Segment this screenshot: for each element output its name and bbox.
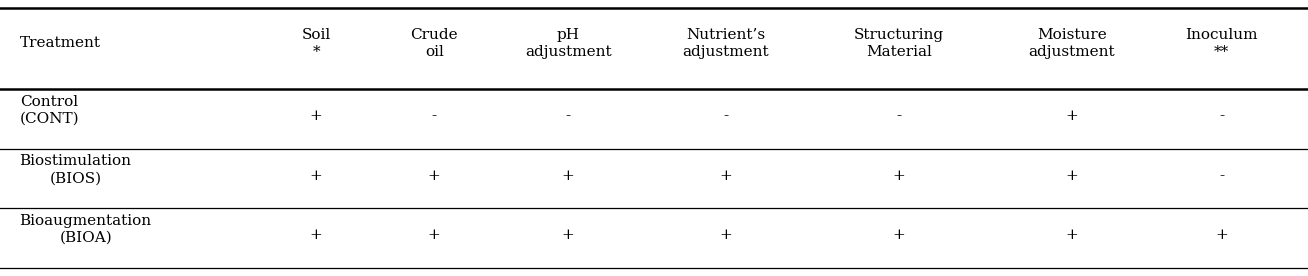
Text: +: +: [1215, 228, 1228, 242]
Text: Structuring
Material: Structuring Material: [854, 28, 944, 59]
Text: +: +: [719, 169, 732, 183]
Text: +: +: [561, 169, 574, 183]
Text: Moisture
adjustment: Moisture adjustment: [1028, 28, 1116, 59]
Text: pH
adjustment: pH adjustment: [525, 28, 611, 59]
Text: +: +: [892, 228, 905, 242]
Text: Biostimulation
(BIOS): Biostimulation (BIOS): [20, 154, 132, 185]
Text: +: +: [561, 228, 574, 242]
Text: +: +: [892, 169, 905, 183]
Text: +: +: [310, 228, 323, 242]
Text: -: -: [432, 109, 437, 123]
Text: Crude
oil: Crude oil: [411, 28, 458, 59]
Text: Control
(CONT): Control (CONT): [20, 95, 80, 126]
Text: Soil
*: Soil *: [302, 28, 331, 59]
Text: +: +: [310, 169, 323, 183]
Text: +: +: [428, 169, 441, 183]
Text: +: +: [1066, 228, 1078, 242]
Text: Nutrient’s
adjustment: Nutrient’s adjustment: [683, 28, 769, 59]
Text: +: +: [310, 109, 323, 123]
Text: -: -: [1219, 169, 1224, 183]
Text: +: +: [1066, 169, 1078, 183]
Text: Bioaugmentation
(BIOA): Bioaugmentation (BIOA): [20, 214, 152, 245]
Text: -: -: [1219, 109, 1224, 123]
Text: +: +: [719, 228, 732, 242]
Text: -: -: [565, 109, 570, 123]
Text: Inoculum
**: Inoculum **: [1185, 28, 1258, 59]
Text: Treatment: Treatment: [20, 36, 101, 50]
Text: +: +: [428, 228, 441, 242]
Text: -: -: [896, 109, 901, 123]
Text: +: +: [1066, 109, 1078, 123]
Text: -: -: [723, 109, 729, 123]
